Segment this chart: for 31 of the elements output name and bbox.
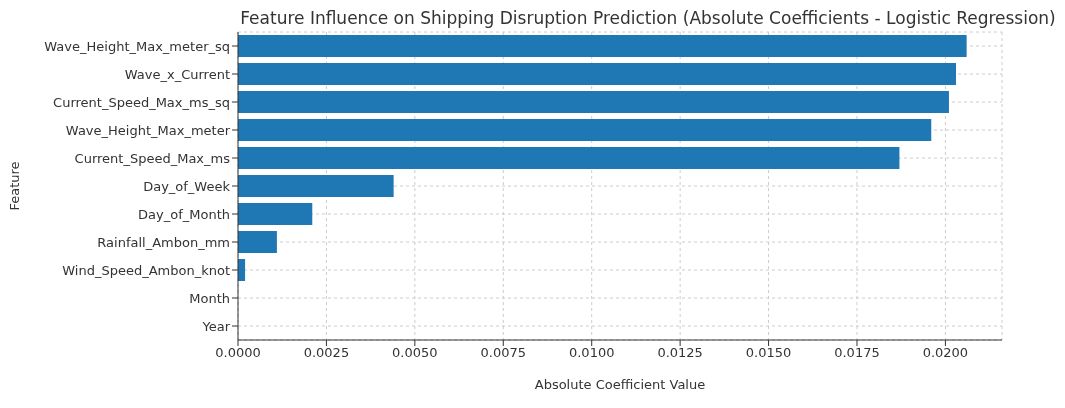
y-tick-label: Day_of_Month	[138, 206, 230, 222]
x-tick-label: 0.0100	[568, 345, 615, 361]
bar	[238, 119, 932, 141]
y-axis-title: Feature	[6, 161, 22, 211]
x-tick-label: 0.0000	[215, 345, 261, 361]
bar	[238, 147, 900, 169]
x-tick-label: 0.0200	[922, 345, 969, 361]
bar	[238, 91, 949, 113]
y-tick-label: Current_Speed_Max_ms_sq	[53, 94, 230, 110]
x-tick-label: 0.0150	[745, 345, 792, 361]
x-tick-label: 0.0050	[392, 345, 438, 361]
bar	[238, 63, 957, 85]
y-tick-label: Wave_x_Current	[124, 66, 230, 82]
y-tick-label: Wave_Height_Max_meter	[65, 122, 231, 138]
bar	[238, 175, 394, 197]
bar	[238, 35, 967, 57]
y-tick-label: Year	[201, 318, 231, 334]
x-tick-label: 0.0175	[834, 345, 880, 361]
y-tick-label: Current_Speed_Max_ms	[74, 150, 231, 166]
x-axis-title: Absolute Coefficient Value	[534, 377, 706, 393]
x-tick-label: 0.0025	[303, 345, 350, 361]
y-tick-label: Wave_Height_Max_meter_sq	[44, 38, 230, 54]
y-tick-label: Rainfall_Ambon_mm	[97, 234, 230, 250]
x-tick-label: 0.0125	[657, 345, 703, 361]
y-tick-label: Month	[189, 290, 230, 306]
x-tick-label: 0.0075	[480, 345, 527, 361]
bar	[238, 203, 313, 225]
y-tick-label: Wind_Speed_Ambon_knot	[62, 262, 230, 278]
bar	[238, 231, 277, 253]
y-tick-label: Day_of_Week	[143, 178, 231, 194]
chart-title: Feature Influence on Shipping Disruption Prediction (Absolute Coefficients - Logistic Regression)	[239, 8, 1057, 28]
